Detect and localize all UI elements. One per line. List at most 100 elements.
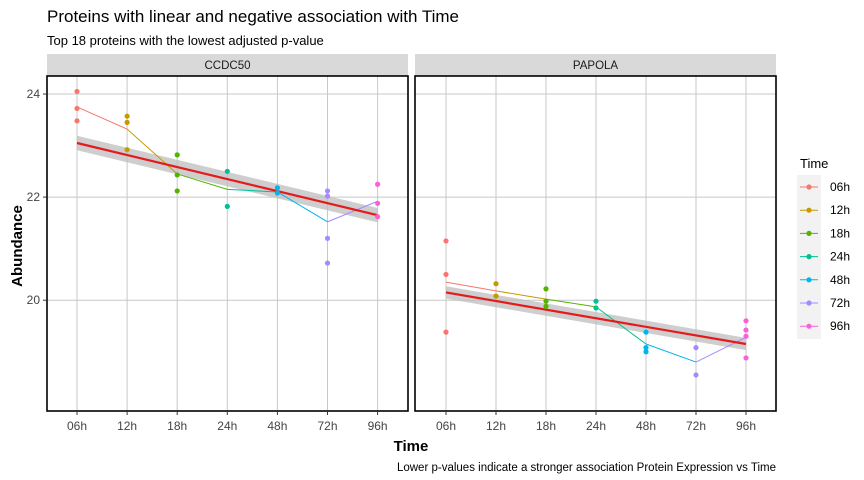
data-point (743, 333, 749, 339)
legend-label: 24h (830, 250, 850, 264)
data-point (643, 349, 649, 355)
data-point (743, 318, 749, 324)
data-point (375, 200, 381, 206)
x-tick-label: 24h (217, 419, 237, 433)
data-point (174, 188, 180, 194)
legend-title: Time (800, 156, 828, 171)
x-tick-label: 18h (536, 419, 556, 433)
facet-strip-label: PAPOLA (573, 60, 618, 72)
x-tick-label: 96h (736, 419, 756, 433)
regression-line (76, 141, 378, 217)
data-point (693, 372, 699, 378)
data-point (174, 172, 180, 178)
data-point (443, 238, 449, 244)
x-tick-label: 48h (267, 419, 287, 433)
legend-label: 12h (830, 203, 850, 217)
chart-caption: Lower p-values indicate a stronger assoc… (397, 462, 776, 474)
x-tick-label: 12h (486, 419, 506, 433)
legend-item-06h: 06h (800, 180, 850, 194)
data-point (324, 235, 331, 241)
x-tick-label: 96h (368, 419, 388, 433)
regression-line (445, 291, 747, 346)
data-point (493, 281, 499, 287)
data-point (324, 260, 331, 266)
legend-key-point (806, 300, 812, 306)
y-tick-label: 22 (27, 190, 41, 204)
facet-panels: CCDC50 06h 12h 18h 24h 48h 72h 96h 20 22 24 PAPOLA 0… (27, 54, 777, 433)
data-point (743, 355, 749, 361)
x-tick-label: 12h (117, 419, 137, 433)
data-point (743, 327, 749, 333)
x-axis-title: Time (394, 438, 429, 455)
data-point (224, 203, 230, 209)
legend-key-point (806, 323, 812, 329)
legend-item-48h: 48h (800, 273, 850, 287)
data-point (74, 105, 80, 112)
chart-title: Proteins with linear and negative associ… (47, 7, 459, 26)
x-tick-label: 18h (167, 419, 187, 433)
data-point (443, 329, 449, 335)
data-point (493, 293, 499, 299)
data-point (324, 193, 331, 199)
legend-item-12h: 12h (800, 203, 850, 217)
data-point (643, 345, 649, 351)
facet-strip (415, 54, 776, 76)
legend-label: 06h (830, 180, 850, 194)
mean-line-segment (177, 173, 228, 190)
data-point (124, 119, 130, 125)
data-point (693, 345, 699, 351)
data-point (274, 190, 280, 196)
facet-strip-label: CCDC50 (204, 60, 250, 72)
legend-item-72h: 72h (800, 296, 850, 310)
mean-line-segment (126, 128, 178, 175)
panel-papola: PAPOLA 06h 12h 18h 24h 48h 72h 96h (414, 54, 777, 433)
data-point (543, 298, 549, 304)
x-tick-label: 72h (317, 419, 337, 433)
y-tick-label: 20 (27, 293, 41, 307)
data-point (124, 147, 130, 153)
data-point (74, 88, 80, 95)
x-tick-label: 06h (67, 419, 87, 433)
legend-item-24h: 24h (800, 250, 850, 264)
legend-key-point (806, 254, 812, 260)
mean-line-segment (277, 191, 328, 223)
legend-label: 96h (830, 319, 850, 333)
mean-line-segment (545, 298, 597, 308)
mean-line-segment (445, 281, 497, 292)
legend-label: 18h (830, 226, 850, 240)
data-point (443, 271, 449, 278)
legend-key-point (806, 277, 812, 283)
data-point (375, 181, 381, 187)
legend-item-18h: 18h (800, 226, 850, 240)
legend: Time 06h 12h 18h 24h 48h 72h 96h (797, 156, 850, 339)
legend-key-point (806, 230, 812, 236)
legend-key-point (806, 184, 812, 190)
mean-line-segment (327, 200, 378, 223)
legend-label: 48h (830, 273, 850, 287)
data-point (643, 329, 649, 335)
data-point (375, 214, 381, 220)
mean-line-segment (645, 343, 697, 363)
mean-line-segment (495, 290, 547, 300)
data-point (124, 113, 130, 119)
x-tick-label: 24h (586, 419, 606, 433)
facet-strip (47, 54, 408, 76)
data-point (324, 188, 331, 194)
x-tick-label: 06h (436, 419, 456, 433)
data-point (593, 298, 599, 304)
data-point (224, 168, 230, 174)
data-point (543, 286, 549, 292)
data-point (274, 185, 280, 191)
x-tick-label: 48h (636, 419, 656, 433)
x-tick-label: 72h (686, 419, 706, 433)
mean-line-segment (76, 106, 128, 130)
data-point (543, 303, 549, 309)
data-point (74, 118, 80, 124)
legend-key-point (806, 207, 812, 213)
legend-item-96h: 96h (800, 319, 850, 333)
data-point (174, 152, 180, 158)
mean-line-segment (227, 188, 278, 193)
legend-label: 72h (830, 296, 850, 310)
data-point (593, 305, 599, 311)
